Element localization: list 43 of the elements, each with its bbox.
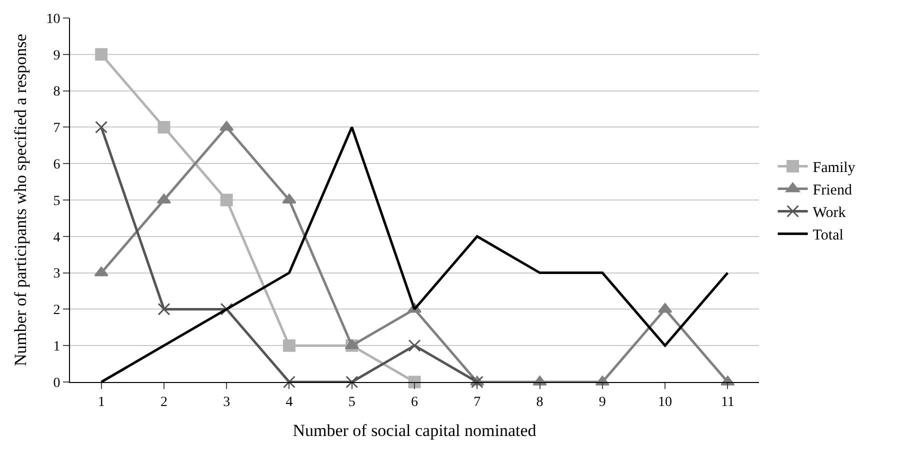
point <box>658 302 672 313</box>
y-tick-label: 3 <box>53 266 60 282</box>
legend-label: Friend <box>812 182 852 199</box>
x-tick-label: 6 <box>411 394 418 410</box>
y-tick-label: 9 <box>53 48 60 64</box>
point <box>95 120 108 134</box>
y-tick-label: 2 <box>53 303 60 318</box>
x-tick-label: 2 <box>160 394 168 410</box>
x-axis-title: Number of social capital nominated <box>292 421 537 440</box>
x-tick-label: 7 <box>474 394 481 410</box>
x-tick-label: 10 <box>658 394 672 410</box>
y-tick-label: 10 <box>46 12 60 27</box>
x-tick-label: 1 <box>98 394 105 410</box>
legend-label: Total <box>812 228 844 244</box>
point <box>282 339 296 352</box>
y-tick-label: 1 <box>53 340 60 354</box>
y-axis-title: Number of participants who specified a response <box>10 34 30 366</box>
legend-label: Family <box>812 160 856 176</box>
point <box>408 376 421 388</box>
point <box>158 302 170 316</box>
x-tick-label: 9 <box>598 394 606 410</box>
x-tick-label: 5 <box>348 394 356 410</box>
point <box>470 376 484 388</box>
point <box>282 376 296 388</box>
x-tick-label: 8 <box>536 394 544 410</box>
point <box>408 339 421 352</box>
point <box>95 48 108 61</box>
y-tick-label: 7 <box>53 121 60 136</box>
point <box>219 120 234 131</box>
x-tick-label: 4 <box>286 394 293 410</box>
x-tick-label: 3 <box>223 394 230 410</box>
point <box>220 194 233 206</box>
y-tick-label: 0 <box>53 376 60 391</box>
point <box>346 376 358 388</box>
y-tick-label: 4 <box>53 230 60 246</box>
y-tick-label: 5 <box>53 194 60 209</box>
x-tick-label: 11 <box>720 394 734 410</box>
point <box>344 339 359 350</box>
legend-label: Work <box>812 205 846 222</box>
point <box>158 120 170 134</box>
y-tick-label: 6 <box>53 158 60 172</box>
y-tick-label: 8 <box>53 84 60 100</box>
point <box>220 302 233 316</box>
